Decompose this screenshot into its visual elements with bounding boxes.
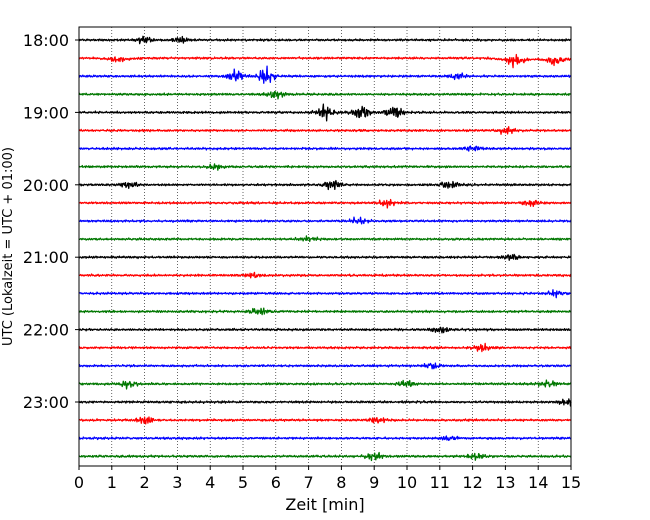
trace-2315 [78, 416, 572, 425]
y-tick-label: 23:00 [23, 393, 69, 412]
x-tick-label: 4 [205, 473, 215, 492]
trace-1830 [78, 65, 572, 84]
x-tick-label: 6 [271, 473, 281, 492]
trace-2300 [78, 398, 572, 407]
y-axis-ticks: 18:00 19:00 20:00 21:00 22:00 23:00 [23, 31, 79, 412]
y-tick-label: 22:00 [23, 321, 69, 340]
x-tick-label: 2 [140, 473, 150, 492]
x-axis-ticks: 0 1 2 3 4 5 6 7 8 9 10 11 12 13 14 15 [74, 466, 581, 492]
trace-2030 [78, 216, 572, 225]
x-tick-label: 11 [430, 473, 450, 492]
trace-1915 [78, 126, 572, 135]
x-tick-label: 12 [462, 473, 482, 492]
trace-1845 [78, 90, 572, 100]
trace-2130 [78, 289, 572, 299]
x-tick-label: 9 [369, 473, 379, 492]
trace-2000 [78, 179, 572, 191]
x-gridlines [111, 27, 539, 466]
x-tick-label: 1 [107, 473, 117, 492]
trace-2345 [78, 451, 572, 462]
trace-2230 [78, 362, 572, 370]
y-tick-label: 19:00 [23, 103, 69, 122]
trace-1815 [78, 53, 572, 69]
x-tick-label: 15 [561, 473, 581, 492]
trace-2330 [78, 435, 572, 441]
trace-2245 [78, 379, 572, 390]
y-tick-label: 21:00 [23, 248, 69, 267]
x-tick-label: 5 [238, 473, 248, 492]
trace-2200 [78, 326, 572, 334]
trace-1930 [78, 145, 572, 152]
x-tick-label: 13 [495, 473, 515, 492]
trace-2100 [78, 253, 572, 261]
trace-1800 [78, 35, 572, 45]
y-tick-label: 20:00 [23, 176, 69, 195]
trace-2015 [78, 198, 572, 209]
trace-group [78, 35, 572, 462]
trace-1945 [78, 163, 572, 171]
trace-2115 [78, 271, 572, 279]
y-axis-label: UTC (Lokalzeit = UTC + 01:00) [1, 147, 16, 346]
x-tick-label: 7 [304, 473, 314, 492]
trace-2145 [78, 307, 572, 316]
x-axis-label: Zeit [min] [285, 495, 364, 514]
plot-frame [78, 26, 572, 467]
x-tick-label: 3 [172, 473, 182, 492]
trace-1900 [78, 103, 572, 122]
trace-2215 [78, 342, 572, 353]
trace-2045 [78, 235, 572, 243]
x-tick-label: 14 [528, 473, 548, 492]
x-tick-label: 10 [397, 473, 417, 492]
x-tick-label: 8 [336, 473, 346, 492]
x-tick-label: 0 [74, 473, 84, 492]
y-tick-label: 18:00 [23, 31, 69, 50]
